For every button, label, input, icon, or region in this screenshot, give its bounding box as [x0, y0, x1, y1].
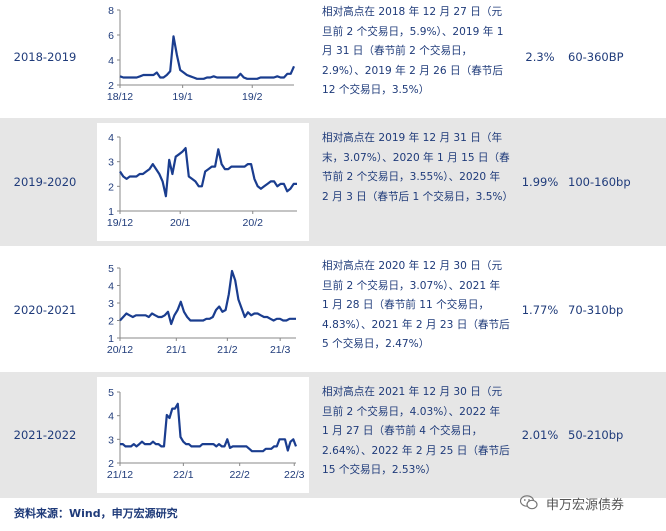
min-value: 2.01%: [521, 428, 559, 442]
y-tick-label: 8: [108, 5, 114, 17]
x-tick-label: 21/12: [107, 469, 133, 481]
row-2019-2020: 2019-2020 1 2 3 4 19/12 20/1 20/2 相对高点在 2019 年…: [0, 118, 666, 246]
description: 相对高点在 2019 年 12 月 31 日（年末，3.07%）、2020 年 …: [322, 132, 514, 203]
x-tick-label: 19/12: [107, 217, 133, 229]
chart-2019-2020: 1 2 3 4 19/12 20/1 20/2: [97, 123, 309, 241]
y-tick-label: 1: [108, 206, 114, 218]
x-tick-label: 21/3: [270, 344, 291, 356]
x-tick-label: 20/1: [170, 217, 191, 229]
description: 相对高点在 2020 年 12 月 30 日（元旦前 2 个交易日，3.07%）…: [322, 260, 510, 350]
line-chart: 2 4 6 8 18/12 19/1 19/2: [107, 5, 296, 103]
y-tick-label: 2: [108, 316, 114, 328]
y-tick-label: 3: [108, 434, 114, 446]
watermark-text: 申万宏源债券: [546, 498, 625, 513]
wechat-icon: [520, 495, 538, 510]
min-value: 1.99%: [521, 175, 559, 189]
line-chart: 1 2 3 4 19/12 20/1 20/2: [107, 132, 297, 229]
series-line: [119, 269, 296, 326]
range-value: 60-360BP: [568, 50, 624, 64]
y-tick-label: 4: [108, 411, 114, 423]
x-tick-label: 20/2: [243, 217, 264, 229]
x-tick-label: 22/2: [229, 469, 250, 481]
chart-2020-2021: 1 2 3 4 5 20/12 21/1 21/2 21/3: [97, 254, 309, 368]
x-tick-label: 20/12: [107, 344, 133, 356]
description: 相对高点在 2018 年 12 月 27 日（元旦前 2 个交易日，5.9%）、…: [322, 6, 504, 96]
row-2018-2019: 2018-2019 2 4 6 8 18/12 19/1 19/2 相对高点在 2018 年…: [0, 0, 666, 118]
x-tick-label: 18/12: [107, 91, 133, 103]
y-tick-label: 2: [108, 80, 114, 92]
range-value: 100-160bp: [568, 175, 631, 189]
x-tick-label: 22/3: [284, 469, 305, 481]
period-label: 2019-2020: [13, 175, 77, 189]
y-tick-label: 2: [108, 458, 114, 470]
y-tick-label: 4: [108, 132, 114, 144]
row-2020-2021: 2020-2021 1 2 3 4 5 20/12 21/1 21/2 21/3 相对高点在 2…: [0, 246, 666, 372]
line-chart: 2 3 4 5 21/12 22/1 22/2 22/3: [107, 387, 305, 481]
watermark: 申万宏源债券: [520, 493, 660, 515]
y-tick-label: 2: [108, 181, 114, 193]
x-tick-label: 21/2: [217, 344, 238, 356]
x-tick-label: 19/1: [172, 91, 193, 103]
chart-2021-2022: 2 3 4 5 21/12 22/1 22/2 22/3: [97, 377, 309, 493]
y-tick-label: 3: [108, 298, 114, 310]
min-value: 1.77%: [521, 303, 559, 317]
row-2021-2022: 2021-2022 2 3 4 5 21/12 22/1 22/2 22/3 相对高点在 20…: [0, 372, 666, 498]
y-tick-label: 6: [108, 30, 114, 42]
period-label: 2020-2021: [13, 303, 77, 317]
y-tick-label: 5: [108, 387, 114, 399]
period-label: 2021-2022: [13, 428, 77, 442]
period-label: 2018-2019: [13, 50, 77, 64]
x-tick-label: 21/1: [166, 344, 187, 356]
series-line: [120, 402, 298, 453]
chart-2018-2019: 2 4 6 8 18/12 19/1 19/2: [97, 0, 309, 110]
series-line: [119, 35, 296, 80]
min-value: 2.3%: [525, 50, 555, 64]
x-tick-label: 19/2: [242, 91, 263, 103]
x-tick-label: 22/1: [173, 469, 194, 481]
source-note: 资料来源：Wind，申万宏源研究: [14, 507, 178, 520]
line-chart: 1 2 3 4 5 20/12 21/1 21/2 21/3: [107, 263, 296, 356]
y-tick-label: 1: [108, 333, 114, 345]
y-tick-label: 4: [108, 55, 114, 67]
series-line: [119, 147, 297, 198]
range-value: 50-210bp: [568, 428, 624, 442]
y-tick-label: 3: [108, 157, 114, 169]
y-tick-label: 5: [108, 263, 114, 275]
y-tick-label: 4: [108, 281, 114, 293]
range-value: 70-310bp: [568, 303, 624, 317]
description: 相对高点在 2021 年 12 月 30 日（元旦前 2 个交易日，4.03%）…: [322, 386, 510, 476]
